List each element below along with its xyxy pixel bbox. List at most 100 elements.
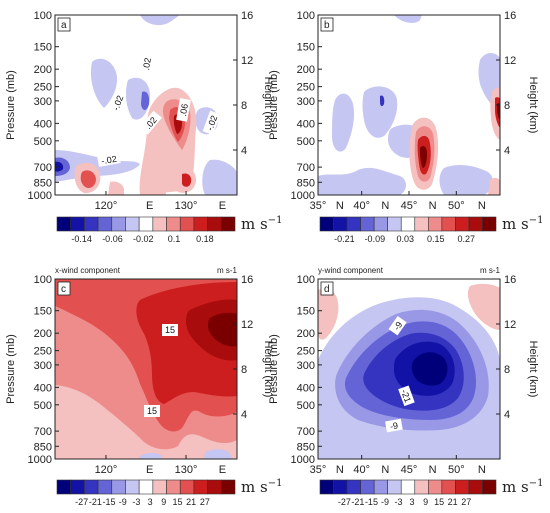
colorbar-cell (441, 479, 456, 495)
y-tick-label: 400 (297, 118, 315, 130)
colorbar-tick-label: 0.27 (457, 234, 475, 244)
panel-c: c x-wind component m s-1 Pressure (mb) H… (5, 266, 282, 507)
b-neg-region (394, 15, 422, 23)
panel-c-contour-labels: 15 15 (144, 324, 178, 417)
colorbar-tick-label: -27 (75, 497, 88, 507)
a-pos-region (144, 178, 166, 195)
colorbar-cell (360, 216, 375, 232)
panel-c-title-unit: m s-1 (217, 266, 238, 275)
c-neg-region (204, 449, 232, 459)
y-tick-label: 200 (297, 328, 315, 340)
y2-tick-label: 16 (504, 274, 516, 286)
y-tick-label: 250 (34, 82, 52, 94)
colorbar-tick-label: -9 (381, 497, 389, 507)
colorbar-cell (387, 479, 402, 495)
y2-axis-label: Height (km) (262, 77, 274, 134)
y-tick-label: 200 (297, 64, 315, 76)
colorbar-cell (319, 479, 334, 495)
y-tick-label: 850 (297, 177, 315, 189)
colorbar-tick-label: -0.14 (71, 234, 92, 244)
colorbar-tick-label: -3 (132, 497, 140, 507)
y2-tick-label: 8 (241, 100, 247, 112)
panel-c-title: x-wind component (55, 266, 121, 275)
colorbar-cell (125, 479, 140, 495)
x-tick-label: E (219, 464, 226, 476)
colorbar-cell (138, 216, 154, 232)
colorbar-tick-label: 0.18 (196, 234, 214, 244)
y-tick-label: 100 (34, 274, 52, 286)
d-neg-region (411, 352, 448, 386)
y-tick-label: 700 (34, 426, 52, 438)
colorbar-tick-label: 9 (423, 497, 428, 507)
contour-label: -.02 (205, 114, 220, 132)
y-axis-label: Pressure (mb) (268, 70, 280, 140)
colorbar-cell (138, 479, 154, 495)
x-tick-label: 35° (310, 464, 327, 476)
colorbar-tick-label: -0.09 (365, 234, 386, 244)
y2-tick-label: 8 (504, 100, 510, 112)
colorbar-tick-label: 0.03 (397, 234, 415, 244)
a-neg-region (140, 15, 180, 26)
colorbar-cell (152, 216, 167, 232)
colorbar-cell (468, 216, 483, 232)
x-tick-label: E (146, 464, 153, 476)
x-tick-label: N (336, 464, 344, 476)
colorbar-cell (84, 479, 99, 495)
colorbar-cell (319, 216, 334, 232)
b-neg-region (362, 86, 398, 138)
y2-tick-label: 12 (241, 55, 253, 67)
x-tick-label: N (336, 200, 344, 212)
y-tick-label: 150 (297, 42, 315, 54)
y-tick-label: 400 (34, 382, 52, 394)
colorbar-unit-exponent: −1 (268, 215, 283, 226)
y-tick-label: 1000 (291, 190, 315, 202)
colorbar-tick-label: 21 (448, 497, 458, 507)
a-neg-region (202, 159, 237, 195)
panel-c-colorbar: -27 -21 -15 -9 -3 3 9 15 21 27 m s−1 (56, 478, 282, 507)
y-tick-label: 200 (34, 328, 52, 340)
y-tick-label: 300 (34, 360, 52, 372)
x-tick-label: 120° (95, 200, 118, 212)
b-neg-region (380, 95, 385, 107)
x-tick-label: N (429, 464, 437, 476)
y-tick-label: 700 (34, 162, 52, 174)
panel-a-label: a (61, 20, 67, 31)
b-pos-region (497, 103, 500, 120)
panel-c-label: c (61, 284, 66, 295)
colorbar-unit-exponent: −1 (529, 215, 544, 226)
c-neg-region (138, 453, 162, 459)
a-pos-region (182, 173, 192, 187)
colorbar-cell (193, 216, 208, 232)
colorbar-cell (111, 479, 126, 495)
y-tick-label: 500 (297, 400, 315, 412)
x-tick-label: 35° (310, 200, 327, 212)
x-tick-label: 40° (353, 464, 370, 476)
y-tick-label: 850 (297, 441, 315, 453)
x-tick-label: N (381, 200, 389, 212)
colorbar-unit: m s−1 (241, 478, 282, 496)
y2-tick-label: 16 (241, 10, 253, 22)
colorbar-tick-label: 21 (186, 497, 196, 507)
colorbar-cell (70, 216, 85, 232)
x-tick-label: 40° (353, 200, 370, 212)
y-tick-label: 150 (34, 42, 52, 54)
panel-b-field (318, 15, 500, 195)
contour-label: .06 (178, 103, 190, 117)
colorbar-unit: m s−1 (502, 215, 543, 233)
a-pos-region (80, 170, 96, 188)
y-tick-label: 300 (297, 96, 315, 108)
b-neg-region (439, 165, 493, 195)
colorbar-cell (400, 216, 416, 232)
colorbar-cell (166, 216, 181, 232)
colorbar-tick-label: 15 (172, 497, 182, 507)
y2-tick-label: 4 (504, 409, 510, 421)
y-tick-label: 100 (297, 10, 315, 22)
y-axis-label: Pressure (mb) (5, 334, 17, 404)
y2-tick-label: 4 (241, 409, 247, 421)
colorbar-tick-label: -21 (89, 497, 102, 507)
colorbar-cell (346, 216, 361, 232)
colorbar-cell (373, 216, 388, 232)
c-pos-region (207, 312, 237, 347)
y-tick-label: 400 (297, 382, 315, 394)
